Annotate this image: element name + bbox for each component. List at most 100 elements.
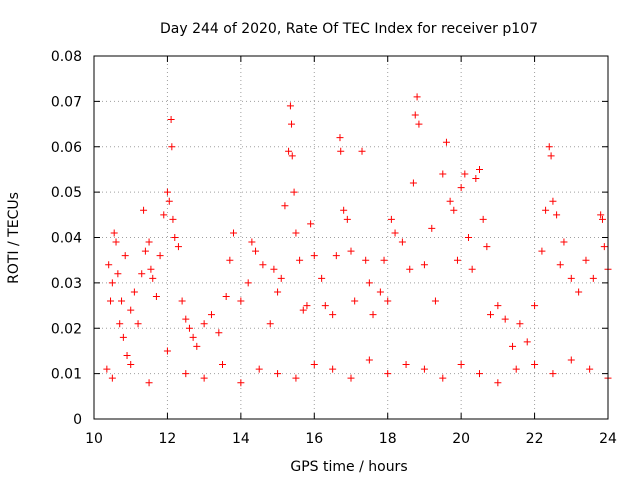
data-point bbox=[523, 338, 531, 346]
data-point bbox=[123, 351, 131, 359]
data-point bbox=[118, 297, 126, 305]
data-point bbox=[285, 147, 293, 155]
data-point bbox=[310, 252, 318, 260]
data-point bbox=[464, 234, 472, 241]
data-point bbox=[134, 320, 142, 328]
data-point bbox=[531, 361, 539, 369]
data-point bbox=[556, 261, 564, 269]
data-point bbox=[487, 311, 495, 319]
data-point bbox=[586, 365, 594, 373]
data-point bbox=[178, 297, 186, 305]
data-point bbox=[597, 211, 605, 219]
data-point bbox=[472, 175, 480, 183]
y-tick-label: 0.06 bbox=[51, 140, 82, 156]
data-point bbox=[369, 311, 377, 319]
data-point bbox=[226, 256, 234, 264]
data-point bbox=[299, 306, 307, 314]
data-point bbox=[303, 302, 311, 310]
data-point bbox=[439, 374, 447, 382]
data-point bbox=[185, 324, 193, 332]
data-point bbox=[288, 152, 296, 160]
data-point bbox=[457, 361, 465, 369]
data-point bbox=[219, 361, 226, 369]
data-point bbox=[384, 370, 392, 378]
data-point bbox=[119, 333, 127, 341]
data-point bbox=[501, 315, 509, 323]
x-tick-label: 14 bbox=[232, 431, 250, 447]
data-point bbox=[468, 265, 476, 273]
data-point bbox=[413, 93, 421, 101]
data-point bbox=[600, 243, 608, 251]
data-point bbox=[248, 238, 256, 246]
y-tick-label: 0.07 bbox=[51, 94, 82, 110]
data-point bbox=[332, 252, 340, 260]
data-point bbox=[329, 365, 337, 373]
data-point bbox=[288, 120, 296, 128]
data-point bbox=[127, 361, 135, 369]
data-point bbox=[147, 265, 155, 273]
data-point bbox=[174, 243, 182, 251]
data-point bbox=[152, 292, 160, 300]
data-point bbox=[409, 179, 417, 187]
data-point bbox=[542, 206, 550, 214]
data-point bbox=[259, 261, 267, 269]
y-tick-label: 0.01 bbox=[51, 367, 82, 383]
data-point bbox=[290, 188, 298, 196]
data-point bbox=[160, 211, 168, 219]
data-point bbox=[337, 147, 345, 155]
data-point bbox=[138, 270, 146, 278]
data-point bbox=[547, 152, 555, 160]
data-point bbox=[598, 215, 606, 223]
data-point bbox=[483, 243, 491, 251]
data-point bbox=[560, 238, 568, 246]
data-point bbox=[431, 297, 439, 305]
data-point bbox=[200, 320, 208, 328]
data-point bbox=[145, 379, 153, 387]
data-point bbox=[538, 247, 546, 255]
data-point bbox=[237, 379, 245, 387]
data-point bbox=[114, 270, 122, 278]
data-point bbox=[270, 265, 278, 273]
data-point bbox=[343, 215, 351, 223]
data-point bbox=[531, 302, 539, 310]
data-point bbox=[141, 247, 149, 255]
data-point bbox=[165, 197, 173, 205]
data-point bbox=[108, 374, 116, 382]
data-point bbox=[127, 306, 135, 314]
data-point bbox=[453, 256, 461, 264]
data-point bbox=[391, 229, 399, 237]
y-axis-label: ROTI / TECUs bbox=[6, 192, 22, 284]
data-point bbox=[509, 342, 517, 350]
y-tick-label: 0.03 bbox=[51, 276, 82, 292]
data-point bbox=[230, 229, 238, 237]
data-point bbox=[567, 274, 575, 282]
data-point bbox=[512, 365, 520, 373]
data-point bbox=[140, 206, 148, 214]
data-point bbox=[420, 365, 428, 373]
data-point bbox=[110, 229, 118, 237]
data-point bbox=[149, 274, 157, 282]
data-point bbox=[567, 356, 575, 364]
data-point bbox=[479, 215, 487, 223]
data-point bbox=[384, 297, 392, 305]
y-tick-label: 0.08 bbox=[51, 49, 82, 65]
data-point bbox=[439, 170, 447, 178]
data-point bbox=[387, 215, 395, 223]
data-point bbox=[516, 320, 524, 328]
data-point bbox=[286, 102, 294, 110]
data-point bbox=[351, 297, 359, 305]
data-point bbox=[549, 370, 557, 378]
x-axis-label: GPS time / hours bbox=[290, 459, 407, 475]
data-point bbox=[292, 229, 300, 237]
y-tick-label: 0.02 bbox=[51, 321, 82, 337]
data-point bbox=[365, 279, 373, 287]
data-point bbox=[362, 256, 370, 264]
x-tick-label: 18 bbox=[379, 431, 397, 447]
data-point bbox=[107, 297, 115, 305]
data-point bbox=[347, 247, 355, 255]
data-point bbox=[105, 261, 113, 269]
data-point bbox=[112, 238, 120, 246]
data-point bbox=[318, 274, 326, 282]
data-point bbox=[420, 261, 428, 269]
data-point bbox=[266, 320, 274, 328]
